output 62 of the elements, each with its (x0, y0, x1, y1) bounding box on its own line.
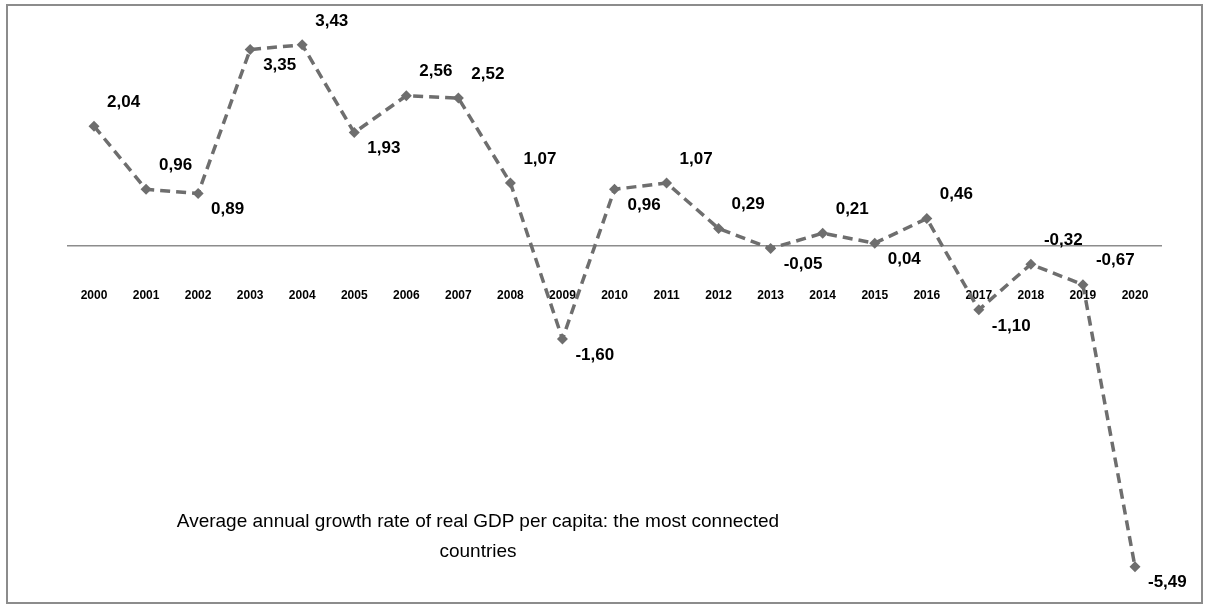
data-label: 0,96 (159, 155, 193, 175)
x-tick-label: 2006 (392, 287, 420, 302)
point (296, 39, 308, 51)
data-label: 1,07 (523, 148, 557, 168)
data-label: -0,05 (783, 254, 823, 274)
data-label: 2,04 (107, 91, 141, 111)
data-label: 3,35 (263, 55, 297, 75)
point (88, 120, 100, 132)
point (713, 223, 725, 235)
data-label: 3,43 (315, 10, 349, 30)
point (609, 183, 620, 195)
data-label: 0,89 (211, 199, 245, 219)
data-label: -5,49 (1147, 572, 1187, 592)
x-tick-label: 2016 (913, 287, 941, 302)
x-tick-label: 2007 (445, 287, 473, 302)
point (244, 44, 256, 56)
x-tick-label: 2002 (184, 287, 212, 302)
x-tick-label: 2005 (340, 287, 368, 302)
x-tick-label: 2000 (80, 287, 108, 302)
data-label: -1,60 (575, 344, 615, 364)
data-label: -0,32 (1043, 229, 1083, 249)
point (192, 187, 204, 199)
x-tick-label: 2008 (497, 287, 525, 302)
x-tick-label: 2003 (236, 287, 264, 302)
point (348, 127, 360, 139)
data-label: 0,29 (731, 194, 765, 214)
x-tick-label: 2013 (757, 287, 785, 302)
point (1077, 279, 1089, 291)
data-label: 1,07 (679, 148, 713, 168)
point (1025, 258, 1037, 270)
data-label: 2,52 (471, 63, 505, 83)
point (400, 90, 412, 102)
x-tick-label: 2012 (705, 287, 733, 302)
x-tick-label: 2014 (809, 287, 837, 302)
point (973, 304, 985, 316)
point (1129, 561, 1141, 573)
x-tick-label: 2020 (1121, 287, 1149, 302)
point (817, 227, 829, 239)
x-tick-label: 2019 (1069, 287, 1097, 302)
data-label: 0,46 (939, 184, 973, 204)
data-label: -0,67 (1095, 250, 1135, 270)
x-tick-label: 2010 (601, 287, 629, 302)
data-label: 1,93 (367, 138, 401, 158)
x-tick-label: 2009 (549, 287, 577, 302)
data-label: -1,10 (991, 315, 1031, 335)
point (661, 177, 673, 189)
point (504, 177, 516, 189)
data-label: 2,56 (419, 61, 453, 81)
point (556, 333, 568, 345)
point (140, 183, 152, 195)
x-tick-label: 2015 (861, 287, 889, 302)
x-tick-label: 2004 (288, 287, 316, 302)
point (921, 213, 933, 225)
x-tick-label: 2001 (132, 287, 160, 302)
point (869, 237, 881, 249)
x-tick-label: 2011 (653, 287, 680, 302)
point (765, 242, 777, 254)
text: Average annual growth rate of real GDP per capita: the most connected countries (176, 509, 780, 561)
x-tick-label: 2018 (1017, 287, 1045, 302)
data-label: 0,04 (887, 248, 922, 268)
data-label: 0,96 (627, 195, 661, 215)
data-label: 0,21 (835, 198, 869, 218)
